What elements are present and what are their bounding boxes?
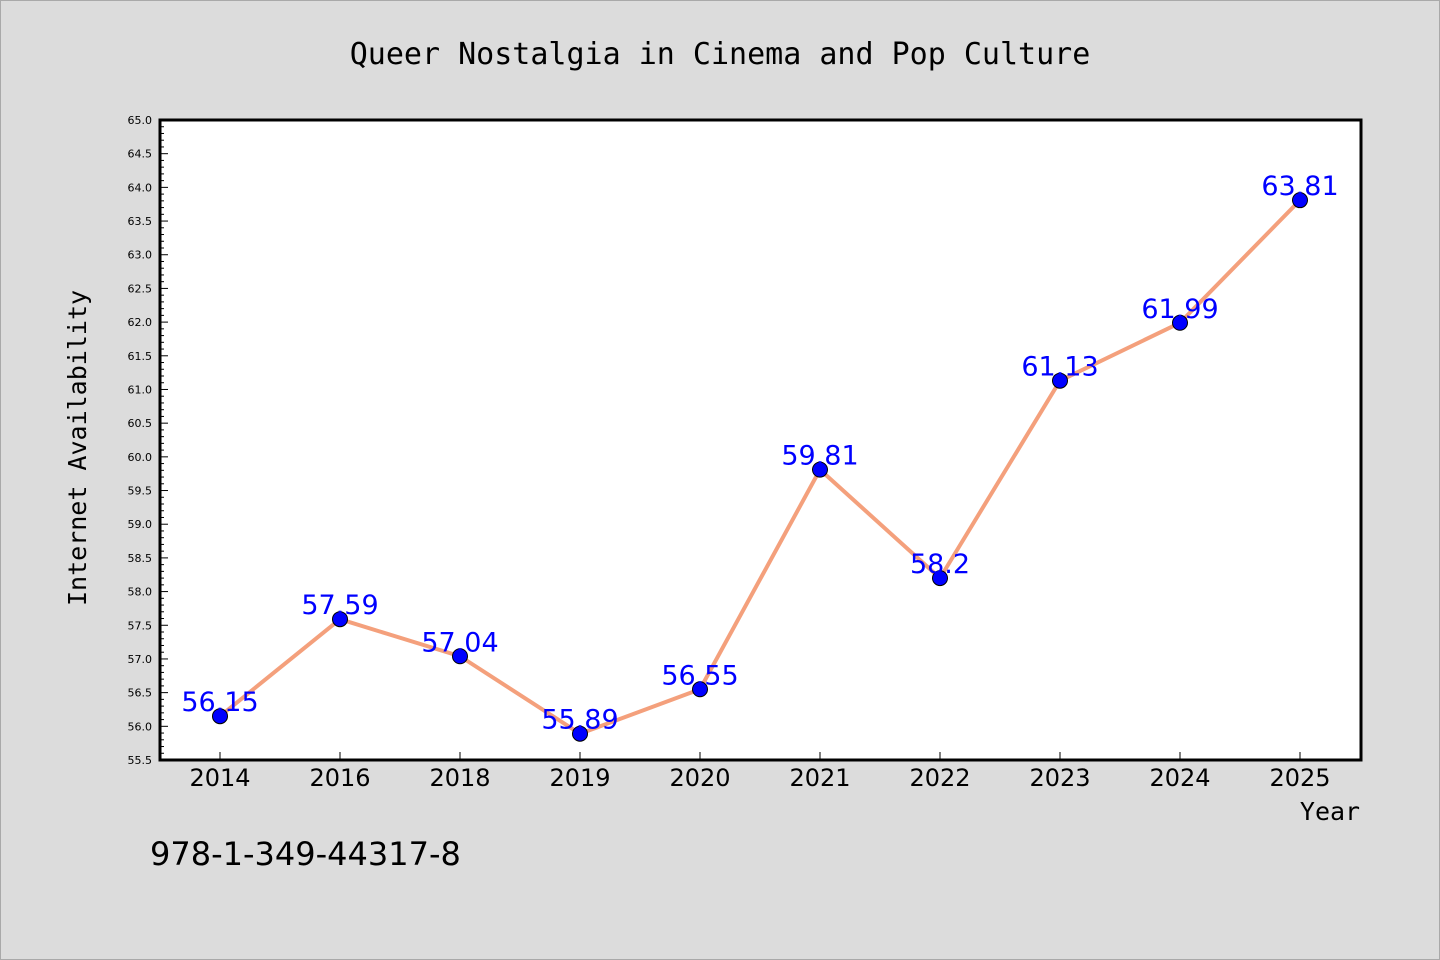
- data-point: [1052, 372, 1068, 389]
- isbn-annotation: 978-1-349-44317-8: [150, 835, 461, 873]
- series-line-group: [218, 198, 1302, 736]
- data-point: [812, 461, 828, 478]
- data-label: 57.59: [301, 590, 378, 621]
- data-point: [692, 681, 708, 698]
- data-label: 59.81: [781, 441, 858, 472]
- data-point: [452, 648, 468, 665]
- data-label: 57.04: [421, 627, 498, 658]
- data-point: [572, 725, 588, 742]
- data-points: [212, 192, 1308, 742]
- y-tick-label: 58.5: [128, 552, 153, 565]
- x-tick-label: 2020: [669, 764, 730, 792]
- y-tick-label: 62.5: [128, 282, 153, 295]
- x-tick-label: 2018: [429, 764, 490, 792]
- x-tick-label: 2019: [549, 764, 610, 792]
- x-tick-label: 2021: [789, 764, 850, 792]
- x-axis-label: Year: [1300, 797, 1360, 826]
- y-tick-label: 63.5: [128, 215, 153, 228]
- data-label: 63.81: [1261, 171, 1338, 202]
- data-labels: 56.15 57.59 57.04 55.89 56.55 59.81 58.2 61.13 6…: [181, 171, 1338, 736]
- y-tick-label: 57.0: [128, 653, 153, 666]
- data-point: [1292, 192, 1308, 209]
- y-tick-label: 59.5: [128, 485, 153, 498]
- plot-frame: [158, 118, 1363, 762]
- data-label: 55.89: [541, 705, 618, 736]
- y-tick-label: 56.0: [128, 720, 153, 733]
- y-axis-label: Internet Availability: [63, 290, 92, 606]
- y-tick-label: 56.5: [128, 687, 153, 700]
- y-tick-label: 59.0: [128, 518, 153, 531]
- series-line: [218, 198, 1302, 736]
- y-tick-label: 57.5: [128, 619, 153, 632]
- y-tick-label: 61.0: [128, 383, 153, 396]
- x-tick-label: 2024: [1149, 764, 1210, 792]
- chart-title: Queer Nostalgia in Cinema and Pop Cultur…: [350, 37, 1091, 72]
- data-label: 61.99: [1141, 294, 1218, 325]
- data-label: 56.55: [661, 660, 738, 691]
- x-tick-label: 2016: [309, 764, 370, 792]
- y-tick-label: 55.5: [128, 754, 153, 767]
- x-tick-label: 2014: [189, 764, 250, 792]
- y-tick-label: 60.0: [128, 451, 153, 464]
- x-axis: 2014 2016 2018 2019 2020 2021 2022 2023 2024 2025: [189, 752, 1331, 792]
- y-tick-label: 58.0: [128, 586, 153, 599]
- x-tick-label: 2023: [1029, 764, 1090, 792]
- x-tick-label: 2025: [1269, 764, 1330, 792]
- data-point: [1172, 314, 1188, 331]
- data-point: [932, 570, 948, 587]
- y-tick-label: 60.5: [128, 417, 153, 430]
- y-tick-label: 61.5: [128, 350, 153, 363]
- data-label: 61.13: [1021, 352, 1098, 383]
- y-tick-label: 65.0: [128, 114, 153, 127]
- y-tick-label: 63.0: [128, 249, 153, 262]
- x-tick-label: 2022: [909, 764, 970, 792]
- plot-area: [160, 120, 1361, 760]
- data-point: [212, 708, 228, 725]
- y-tick-label: 64.5: [128, 148, 153, 161]
- data-label: 58.2: [910, 549, 970, 580]
- data-label: 56.15: [181, 687, 258, 718]
- data-point: [332, 611, 348, 628]
- y-tick-label: 62.0: [128, 316, 153, 329]
- y-tick-label: 64.0: [128, 181, 153, 194]
